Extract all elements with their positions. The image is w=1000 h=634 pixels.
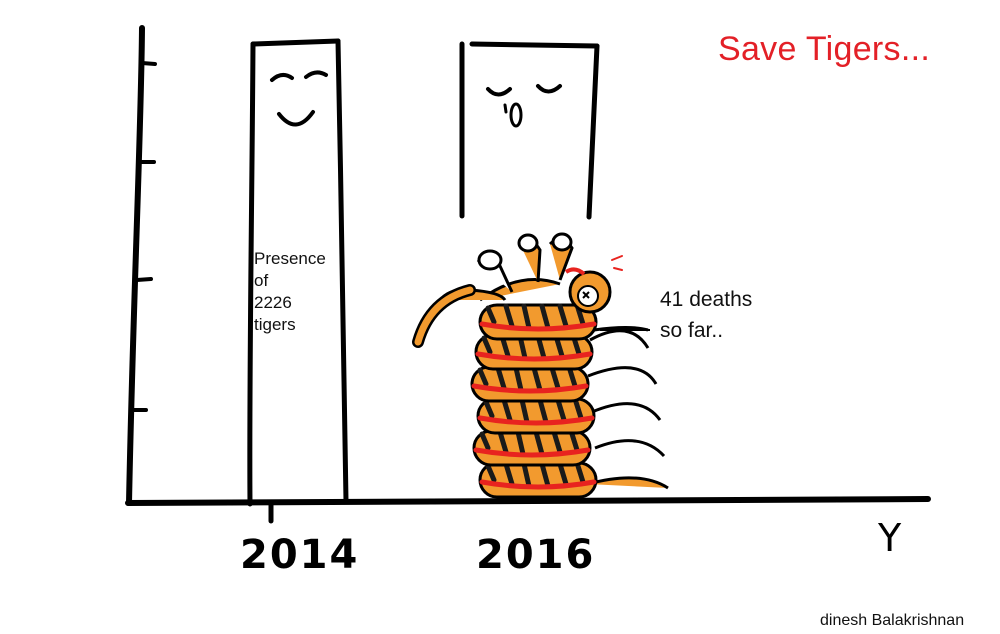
label-line: of xyxy=(254,271,269,290)
note-line: 41 deaths xyxy=(660,288,753,311)
smiling-face-icon xyxy=(270,70,328,127)
y-axis xyxy=(126,25,157,506)
bar-2014 xyxy=(247,38,349,507)
tiger-pile xyxy=(412,232,669,497)
x-tick-label: 2016 xyxy=(476,532,596,578)
bar-2016 xyxy=(459,41,600,220)
x-axis-letter: Y xyxy=(878,516,902,560)
label-line: tigers xyxy=(254,315,296,334)
note-line: so far.. xyxy=(660,319,724,342)
artist-credit: dinesh Balakrishnan xyxy=(820,612,965,629)
crying-face-icon xyxy=(486,84,562,128)
bar-2014-label: Presence of 2226 tigers xyxy=(254,248,326,336)
x-tick-label: 2014 xyxy=(240,532,360,578)
page-title: Save Tigers... xyxy=(718,30,931,68)
deaths-note: 41 deaths so far.. xyxy=(660,284,752,346)
label-line: 2226 xyxy=(254,293,292,312)
x-axis xyxy=(125,496,931,524)
label-line: Presence xyxy=(254,249,326,268)
